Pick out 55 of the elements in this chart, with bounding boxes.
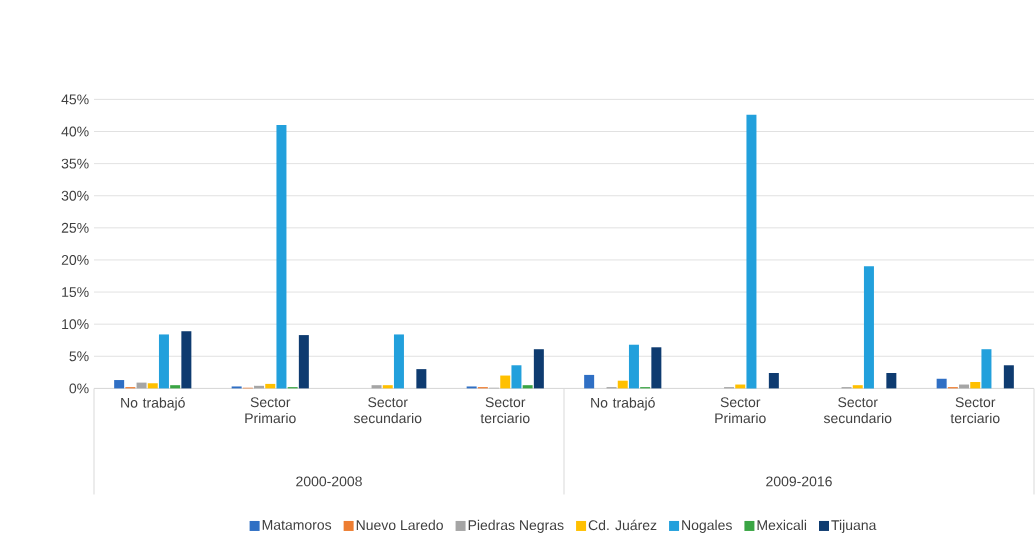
x-tick-label: Sector terciario	[480, 397, 530, 424]
text: 2000-2008	[296, 476, 362, 487]
bar	[511, 365, 522, 389]
x-tick-label: Sector Primario	[715, 397, 766, 424]
bar	[298, 335, 309, 389]
bar	[276, 125, 287, 389]
bar	[768, 372, 779, 389]
y-tick-label: 15%	[62, 287, 89, 297]
bar	[522, 385, 533, 389]
bar	[863, 266, 874, 389]
x-tick-label: Sector secundario	[353, 397, 422, 424]
bar	[147, 383, 158, 389]
bar	[1003, 365, 1014, 389]
bar	[393, 334, 404, 389]
bar	[416, 369, 427, 389]
x-tick-label: Sector Primario	[245, 397, 296, 424]
y-tick-label: 20%	[61, 254, 89, 265]
text: 2009-2016	[766, 476, 832, 487]
bar	[584, 374, 595, 389]
bar	[170, 385, 181, 389]
x-tick-label: No trabajó	[591, 397, 655, 411]
legend-label: Piedras Negras	[468, 519, 564, 533]
bar	[746, 114, 757, 389]
bar	[617, 380, 628, 389]
bar	[500, 375, 511, 389]
x-tick-label: No trabajó	[121, 397, 185, 411]
legend-label: Mexicali	[757, 519, 807, 531]
y-tick-label: 5%	[69, 351, 89, 362]
legend-label: Matamoros	[262, 520, 332, 530]
bar	[970, 381, 981, 389]
legend-label: Nogales	[682, 519, 732, 533]
y-tick-label: 10%	[62, 319, 89, 330]
bar	[981, 349, 992, 389]
x-tick-label: Sector terciario	[950, 397, 1000, 424]
bar	[382, 385, 393, 389]
bar	[181, 331, 192, 389]
bar	[936, 378, 947, 389]
x-tick-label: Sector secundario	[823, 397, 892, 424]
bar	[628, 344, 639, 389]
bar	[114, 379, 125, 389]
y-tick-label: 30%	[61, 190, 89, 201]
bar	[371, 385, 382, 389]
y-tick-label: 45%	[61, 94, 89, 105]
y-tick-label: 0%	[69, 383, 89, 394]
y-tick-label: 40%	[61, 126, 89, 137]
legend-label: Tijuana	[831, 519, 877, 533]
bar	[852, 385, 863, 389]
legend-label: Nuevo Laredo	[356, 519, 443, 531]
bar	[886, 372, 897, 389]
legend-label: Cd. Juárez	[588, 519, 657, 531]
bar	[533, 349, 544, 389]
bar	[651, 347, 662, 389]
bar	[158, 334, 169, 389]
y-tick-label: 35%	[61, 158, 89, 169]
y-tick-label: 25%	[61, 222, 89, 233]
